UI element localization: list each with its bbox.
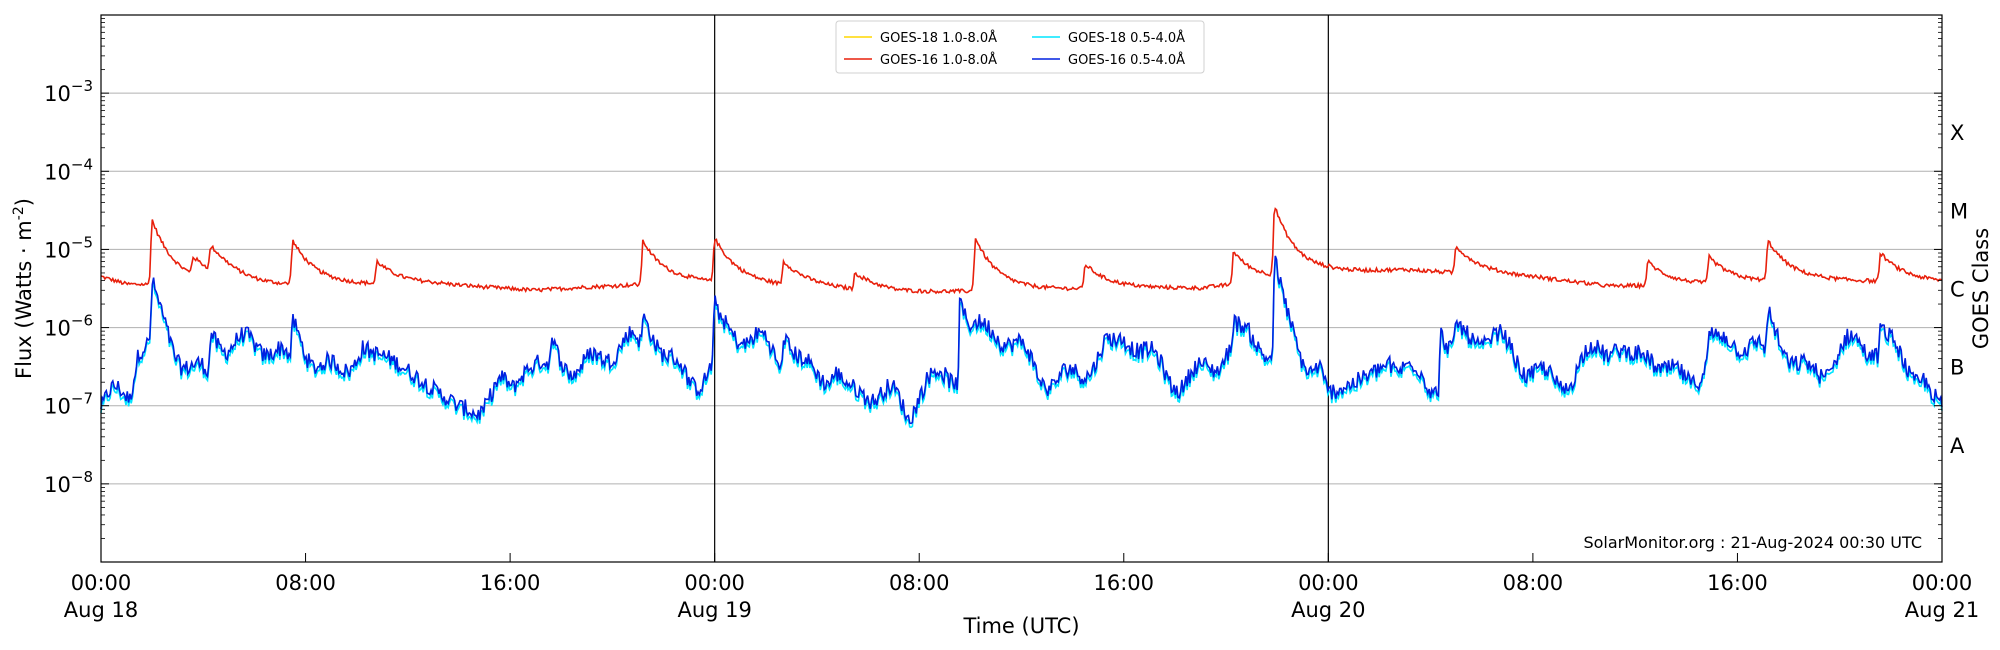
y-tick-label: 10−5 (44, 233, 93, 262)
series-lines (100, 207, 1943, 429)
x-tick-time: 08:00 (889, 571, 950, 595)
x-tick-time: 00:00 (71, 571, 132, 595)
y-tick-label: 10−7 (44, 390, 93, 419)
x-tick-time: 00:00 (1298, 571, 1359, 595)
x-tick-date: Aug 18 (64, 598, 138, 622)
grid-lines (101, 92, 1942, 485)
plot-frame (100, 14, 1943, 563)
legend-label: GOES-16 1.0-8.0Å (880, 52, 997, 68)
x-tick-date: Aug 20 (1291, 598, 1365, 622)
y-axis-title: Flux (Watts · m-2) (11, 198, 36, 379)
y-axis-ticks: 10−8 10−7 10−6 10−5 10−4 10−3 (44, 18, 1942, 539)
day-boundary-lines (714, 15, 1329, 562)
goes-class-label: X (1950, 121, 1964, 145)
y-tick-label: 10−6 (44, 312, 93, 341)
x-tick-time: 08:00 (275, 571, 336, 595)
y-axis-title-suffix: ) (12, 198, 36, 206)
x-tick-date: Aug 19 (677, 598, 751, 622)
series-goes16-long (100, 207, 1943, 295)
x-axis-ticks: 00:00 Aug 18 08:00 16:00 00:00 Aug 19 08:00 16:… (64, 553, 1979, 622)
legend: GOES-18 1.0-8.0Å GOES-18 0.5-4.0Å GOES-16 … (835, 20, 1205, 74)
series-goes16-short (100, 255, 1943, 425)
goes-class-label: C (1950, 278, 1965, 302)
source-annotation: SolarMonitor.org : 21-Aug-2024 00:30 UTC (1583, 533, 1922, 552)
goes-class-label: A (1950, 434, 1965, 458)
x-tick-time: 08:00 (1503, 571, 1564, 595)
x-axis-title: Time (UTC) (962, 614, 1079, 638)
goes-class-labels: A B C M X (1950, 121, 1968, 458)
legend-label: GOES-16 0.5-4.0Å (1068, 52, 1185, 68)
goes-class-axis-title: GOES Class (1969, 228, 1993, 349)
y-tick-label: 10−4 (44, 155, 93, 184)
x-tick-time: 00:00 (684, 571, 745, 595)
y-tick-label: 10−8 (44, 468, 93, 497)
x-tick-time: 16:00 (1094, 571, 1155, 595)
x-tick-time: 00:00 (1912, 571, 1973, 595)
legend-label: GOES-18 1.0-8.0Å (880, 30, 997, 46)
legend-box (835, 20, 1205, 74)
y-axis-title-main: Flux (Watts · m (12, 220, 36, 379)
goes-class-label: B (1950, 356, 1964, 380)
y-tick-label: 10−3 (44, 77, 93, 106)
x-tick-time: 16:00 (1707, 571, 1768, 595)
goes-class-label: M (1950, 199, 1968, 223)
legend-label: GOES-18 0.5-4.0Å (1068, 30, 1185, 46)
y-axis-title-sup: -2 (11, 206, 27, 220)
x-tick-time: 16:00 (480, 571, 541, 595)
x-tick-date: Aug 21 (1905, 598, 1979, 622)
